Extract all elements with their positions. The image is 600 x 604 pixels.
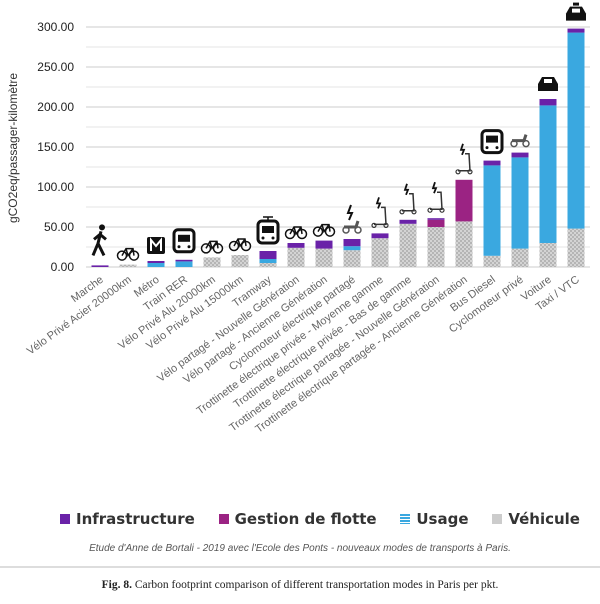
bar-segment-usage [175, 261, 193, 267]
y-tick-label: 100.00 [37, 180, 74, 194]
bar-segment-v-hicule [231, 255, 249, 267]
bar-segment-usage [259, 259, 277, 263]
bar-segment-v-hicule [399, 223, 417, 267]
y-tick-label: 300.00 [37, 20, 74, 34]
bar-segment-infrastructure [511, 152, 529, 158]
electric-kick-scooter-icon [455, 143, 473, 175]
legend-vehicule: Véhicule [492, 510, 580, 528]
bar-segment-v-hicule [371, 238, 389, 267]
bar-segment-v-hicule [567, 228, 585, 267]
bar-segment-v-hicule [203, 257, 221, 267]
bar-segment-infrastructure [539, 99, 557, 106]
bicycle-icon [116, 247, 140, 261]
bar-segment-infrastructure [259, 251, 277, 259]
legend-label: Infrastructure [76, 510, 195, 528]
y-tick-label: 50.00 [44, 220, 74, 234]
bar-segment-infrastructure [371, 233, 389, 239]
y-axis-label: gCO2eq/passager-kilomètre [6, 73, 20, 223]
bar-segment-usage [343, 246, 361, 251]
bar-segment-infrastructure [175, 259, 193, 262]
bar-segment-usage [567, 32, 585, 229]
electric-kick-scooter-icon [399, 183, 417, 215]
legend-usage: Usage [400, 510, 469, 528]
y-tick-label: 200.00 [37, 100, 74, 114]
moped-icon [510, 134, 530, 148]
bicycle-icon [200, 240, 224, 254]
tram-icon [256, 216, 280, 245]
bar-segment-infrastructure [91, 265, 109, 267]
bar-segment-infrastructure [287, 243, 305, 248]
stacked-bar-chart: 0.0050.00100.00150.00200.00250.00300.00 … [6, 2, 590, 436]
figure-caption: Fig. 8. Carbon footprint comparison of d… [0, 579, 600, 591]
bar-segment-v-hicule [511, 248, 529, 267]
bar-segment-v-hicule [455, 221, 473, 267]
train-icon [172, 228, 196, 254]
legend-label: Gestion de flotte [234, 510, 377, 528]
bicycle-icon [228, 238, 252, 252]
bar-segment-gestion-de-flotte [427, 219, 445, 227]
bar-segment-infrastructure [399, 219, 417, 224]
y-tick-label: 0.00 [51, 260, 75, 274]
y-tick-label: 150.00 [37, 140, 74, 154]
taxi-icon [566, 2, 586, 21]
metro-icon [147, 237, 165, 254]
bar-segment-usage [483, 165, 501, 256]
y-tick-label: 250.00 [37, 60, 74, 74]
bar-segment-infrastructure [315, 240, 333, 249]
bar-segment-usage [511, 157, 529, 249]
legend-gestion-de-flotte: Gestion de flotte [218, 510, 377, 528]
bar-segment-v-hicule [287, 247, 305, 267]
electric-kick-scooter-icon [371, 197, 389, 228]
caption-text: Carbon footprint comparison of different… [134, 579, 499, 591]
bar-segment-infrastructure [483, 160, 501, 166]
bar-segment-v-hicule [343, 250, 361, 267]
bar-segment-infrastructure [147, 261, 165, 263]
legend-label: Usage [416, 510, 469, 528]
caption-label: Fig. 8. [101, 579, 132, 591]
bar-segment-v-hicule [539, 243, 557, 267]
bar-segment-v-hicule [315, 248, 333, 267]
divider [0, 566, 600, 568]
bar-segment-usage [147, 263, 165, 267]
legend-label: Véhicule [508, 510, 580, 528]
walking-person-icon [91, 224, 107, 257]
bar-segment-v-hicule [427, 227, 445, 267]
electric-scooter-moped-icon [342, 204, 362, 234]
electric-kick-scooter-icon [427, 181, 445, 213]
bus-icon [480, 129, 504, 155]
bar-segment-usage [539, 105, 557, 244]
bar-segment-gestion-de-flotte [455, 179, 473, 222]
bar-segment-infrastructure [343, 239, 361, 247]
bicycle-icon [284, 226, 308, 240]
legend-infrastructure: Infrastructure [60, 510, 195, 528]
source-note: Etude d'Anne de Bortali - 2019 avec l'Ec… [89, 543, 511, 554]
car-icon [538, 77, 558, 91]
bar-segment-infrastructure [427, 218, 445, 220]
bar-segment-v-hicule [483, 255, 501, 267]
bar-segment-v-hicule [119, 264, 137, 267]
bar-segment-v-hicule [259, 263, 277, 267]
legend: Infrastructure Gestion de flotte Usage V… [60, 510, 580, 528]
bar-segment-infrastructure [567, 28, 585, 33]
bicycle-icon [312, 223, 336, 237]
